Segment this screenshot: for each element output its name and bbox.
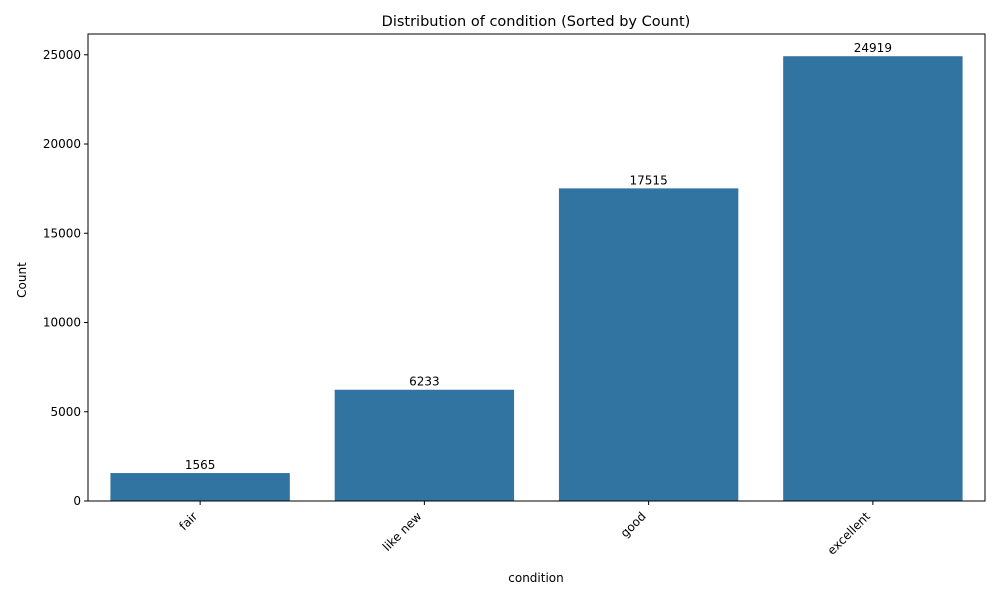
bar-like-new	[334, 389, 515, 501]
x-tick-label: good	[618, 509, 649, 540]
data-label: 17515	[630, 173, 668, 187]
y-tick-label: 5000	[50, 405, 81, 419]
x-axis-ticks: fair like new good excellent	[176, 501, 874, 558]
x-tick-label: fair	[176, 509, 200, 533]
axes-frame	[87, 33, 986, 502]
data-label: 1565	[185, 458, 216, 472]
x-axis-label: condition	[508, 571, 563, 585]
y-tick-label: 15000	[43, 226, 81, 240]
bars	[110, 56, 963, 501]
y-axis-ticks: 0 5000 10000 15000 20000 25000	[43, 48, 88, 508]
bar-fair	[110, 473, 290, 501]
x-tick-label: like new	[380, 509, 425, 554]
y-axis-label: Count	[15, 262, 29, 298]
y-tick-label: 25000	[43, 48, 81, 62]
x-tick-label: excellent	[825, 509, 874, 558]
data-label: 6233	[409, 375, 440, 389]
data-labels: 1565 6233 17515 24919	[185, 41, 892, 472]
y-tick-label: 10000	[43, 316, 81, 330]
chart-title: Distribution of condition (Sorted by Cou…	[382, 14, 691, 30]
y-tick-label: 20000	[43, 137, 81, 151]
bar-good	[558, 188, 739, 501]
y-tick-label: 0	[73, 494, 81, 508]
data-label: 24919	[854, 41, 892, 55]
bar-excellent	[783, 56, 963, 501]
